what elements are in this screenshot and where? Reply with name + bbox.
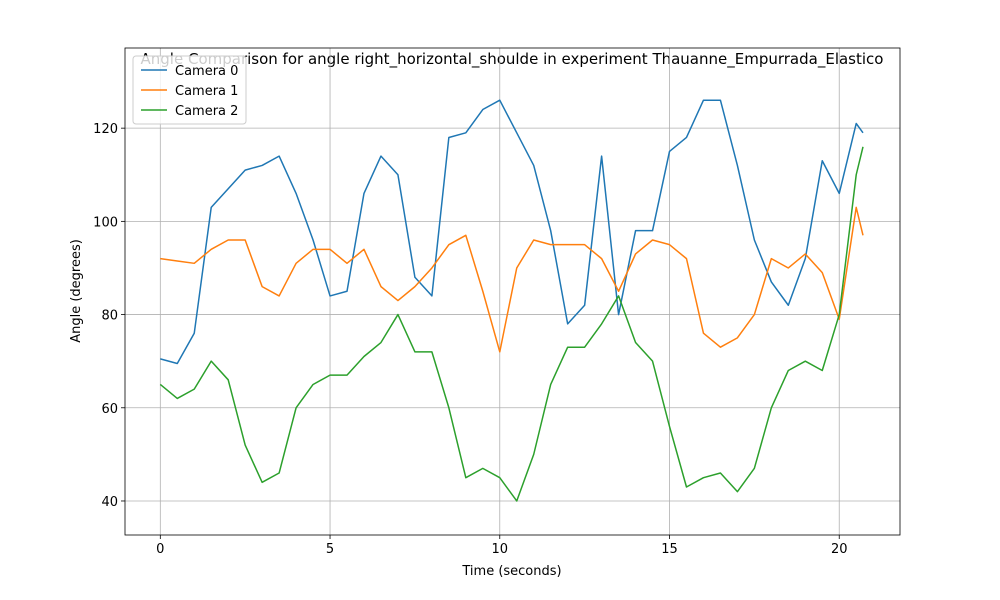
x-tick-label: 5: [326, 542, 334, 557]
data-line: [159, 146, 864, 502]
x-tick-label: 20: [831, 542, 848, 557]
y-tick-label: 80: [101, 309, 118, 324]
legend-label: Camera 1: [175, 84, 238, 99]
y-tick-label: 60: [101, 402, 118, 417]
chart-title: Angle Comparison for angle right_horizon…: [141, 50, 884, 69]
y-tick-label: 100: [93, 215, 118, 230]
data-line: [160, 99, 864, 365]
x-tick-label: 0: [156, 542, 164, 557]
x-tick-label: 15: [661, 542, 678, 557]
x-tick-label: 10: [491, 542, 508, 557]
legend: Camera 0 Camera 1 Camera 2: [132, 55, 247, 125]
y-tick-label: 40: [101, 495, 118, 510]
x-axis-label: Time (seconds): [461, 564, 561, 579]
y-tick-label: 120: [93, 122, 118, 137]
legend-label: Camera 0: [175, 64, 238, 79]
data-line: [160, 206, 864, 353]
y-axis-label: Angle (degrees): [69, 239, 84, 343]
legend-label: Camera 2: [175, 104, 238, 119]
plot-frame: [124, 47, 901, 536]
legend-box: [132, 55, 247, 125]
